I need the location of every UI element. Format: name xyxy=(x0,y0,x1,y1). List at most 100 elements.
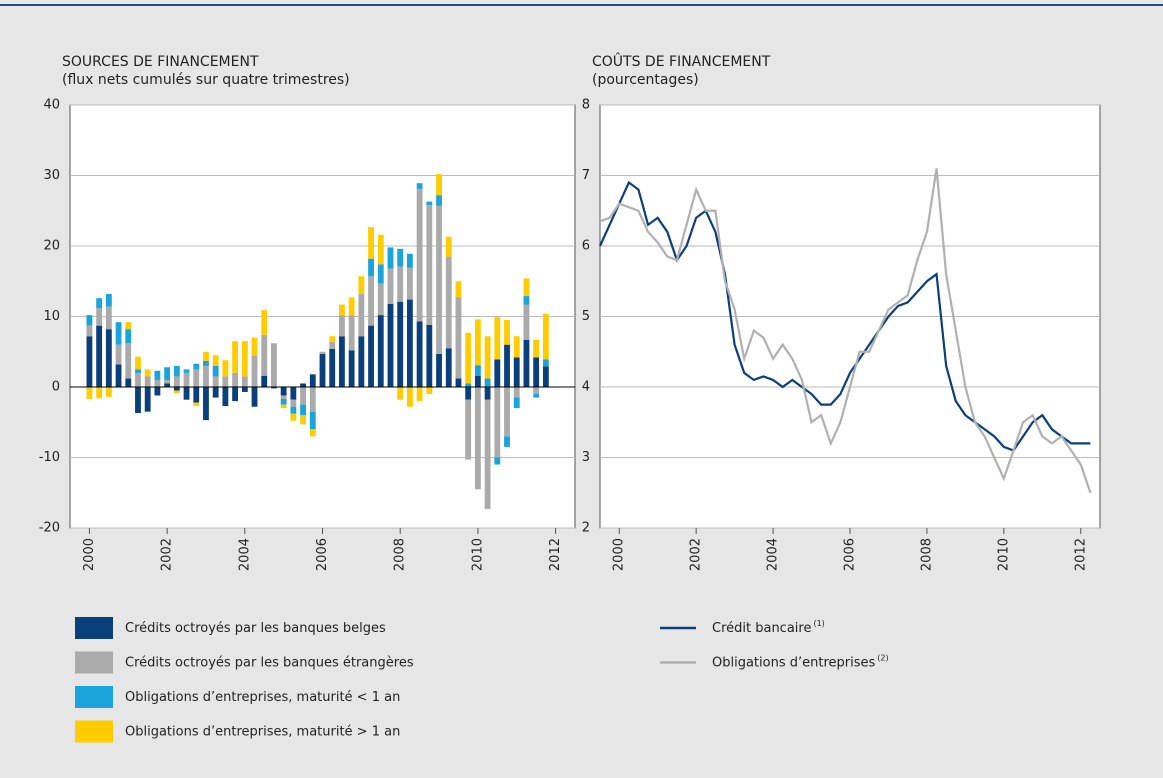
bar-segment xyxy=(86,387,93,399)
bar-segment xyxy=(397,266,404,302)
bar-segment xyxy=(300,383,306,387)
bar-segment xyxy=(533,357,540,387)
bar-segment xyxy=(513,357,520,387)
bar-segment xyxy=(474,375,481,387)
bar-segment xyxy=(445,236,452,257)
legend-swatch xyxy=(75,686,113,708)
bar-segment xyxy=(329,341,336,349)
bar-segment xyxy=(387,303,394,387)
bar-segment xyxy=(203,360,209,366)
y-tick-label: 8 xyxy=(582,98,590,113)
chart-title: COÛTS DE FINANCEMENT xyxy=(592,52,771,70)
bar-segment xyxy=(154,387,161,396)
bar-segment xyxy=(232,387,239,402)
legend-name: Crédit bancaire xyxy=(712,621,811,636)
bar-segment xyxy=(416,188,423,322)
bar-segment xyxy=(309,411,316,430)
x-tick-label: 2012 xyxy=(548,538,563,571)
bar-segment xyxy=(542,366,549,387)
bar-segment xyxy=(125,343,132,379)
bar-segment xyxy=(232,372,239,387)
legend-swatch xyxy=(75,720,113,743)
bar-segment xyxy=(135,356,141,370)
bar-segment xyxy=(212,355,219,366)
bar-segment xyxy=(183,369,190,373)
bar-segment xyxy=(329,336,336,342)
y-tick-label: 40 xyxy=(43,98,60,113)
legend-label: Obligations d’entreprises, maturité > 1 … xyxy=(125,724,400,739)
x-tick-label: 2010 xyxy=(470,538,485,571)
bar-segment xyxy=(494,317,501,360)
bar-segment xyxy=(406,299,413,387)
bar-segment xyxy=(212,365,219,377)
bar-segment xyxy=(377,283,384,316)
bar-segment xyxy=(212,387,219,398)
bar-segment xyxy=(348,350,355,387)
legend-swatch xyxy=(75,617,113,639)
y-tick-label: 3 xyxy=(582,450,590,465)
bar-segment xyxy=(86,336,93,387)
bar-segment xyxy=(377,234,384,265)
bar-segment xyxy=(309,429,316,437)
bar-segment xyxy=(426,387,433,395)
bar-segment xyxy=(484,378,491,387)
bar-segment xyxy=(212,376,219,387)
bar-segment xyxy=(416,183,423,189)
bar-segment xyxy=(300,404,306,416)
bar-segment xyxy=(377,315,384,387)
chart-title: SOURCES DE FINANCEMENT xyxy=(62,54,259,70)
x-tick-label: 2002 xyxy=(689,538,704,571)
bar-segment xyxy=(504,436,510,447)
bar-segment xyxy=(504,320,510,345)
bar-segment xyxy=(261,334,268,376)
bar-segment xyxy=(368,325,374,387)
bar-segment xyxy=(105,387,112,397)
y-tick-label: 5 xyxy=(582,309,590,324)
bar-segment xyxy=(436,205,442,354)
bar-segment xyxy=(164,383,171,387)
bar-segment xyxy=(319,351,326,354)
bar-segment xyxy=(455,281,462,298)
bar-segment xyxy=(358,336,365,387)
bar-segment xyxy=(484,399,491,509)
bar-segment xyxy=(115,344,122,365)
bar-segment xyxy=(484,387,491,400)
x-tick-label: 2008 xyxy=(393,538,408,571)
y-tick-label: 10 xyxy=(43,309,60,324)
bar-segment xyxy=(465,387,472,400)
bar-segment xyxy=(280,395,287,399)
bar-segment xyxy=(154,370,161,380)
bar-segment xyxy=(241,387,248,392)
bar-segment xyxy=(203,365,209,387)
bar-segment xyxy=(193,402,200,407)
y-tick-label: 4 xyxy=(582,380,590,395)
bar-segment xyxy=(339,304,345,316)
bar-segment xyxy=(115,322,122,345)
bar-segment xyxy=(173,365,180,377)
bar-segment xyxy=(387,268,394,304)
bar-segment xyxy=(222,387,229,407)
bar-segment xyxy=(251,337,258,356)
bar-segment xyxy=(154,379,161,387)
bar-segment xyxy=(173,390,180,394)
bar-segment xyxy=(523,278,530,297)
x-tick-label: 2006 xyxy=(843,538,858,571)
bar-segment xyxy=(115,364,122,387)
y-tick-label: 7 xyxy=(582,168,590,183)
bar-segment xyxy=(426,324,433,387)
bar-segment xyxy=(135,369,141,373)
bar-segment xyxy=(203,351,209,361)
bar-segment xyxy=(426,201,433,206)
bar-segment xyxy=(358,293,365,337)
bar-segment xyxy=(144,376,151,387)
legend-label: Crédits octroyés par les banques belges xyxy=(125,621,386,636)
x-tick-label: 2008 xyxy=(919,538,934,571)
bar-segment xyxy=(135,372,141,387)
bar-segment xyxy=(241,376,248,387)
x-tick-label: 2012 xyxy=(1073,538,1088,571)
bar-segment xyxy=(86,315,93,326)
bar-segment xyxy=(484,336,491,379)
x-tick-label: 2000 xyxy=(612,538,627,571)
chart-subtitle: (flux nets cumulés sur quatre trimestres… xyxy=(62,72,350,88)
y-tick-label: 0 xyxy=(52,380,60,395)
